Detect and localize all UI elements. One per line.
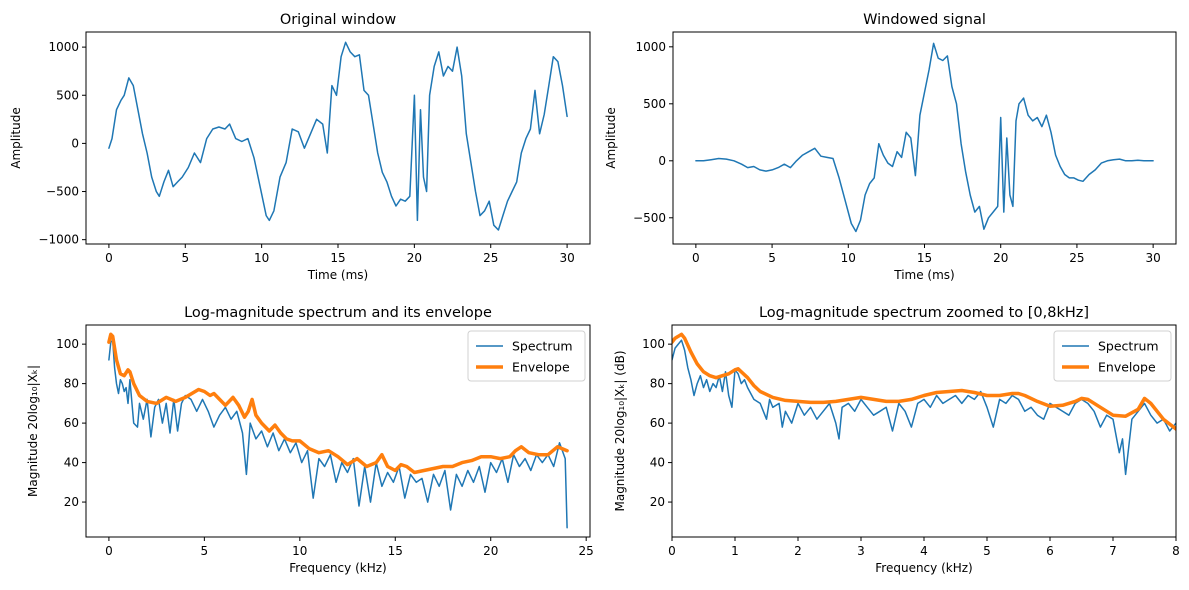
x-tick-label: 25 — [1069, 251, 1084, 265]
axes-frame — [85, 324, 591, 538]
y-tick-label: 80 — [64, 377, 79, 391]
legend-label-spectrum: Spectrum — [512, 339, 573, 354]
axes-frame — [672, 31, 1177, 245]
x-tick-label: 30 — [1145, 251, 1160, 265]
x-tick-label: 20 — [993, 251, 1008, 265]
subplot-1: 0 5 10 15 20 25 30 −1000 −500 0 500 1000 Original wi… — [9, 12, 591, 282]
legend-label-envelope: Envelope — [1098, 360, 1156, 375]
x-tick-label: 20 — [483, 544, 498, 558]
series-signal — [108, 41, 568, 231]
x-tick-label: 10 — [254, 251, 269, 265]
x-tick-label: 3 — [857, 544, 865, 558]
x-axis-label: Time (ms) — [307, 268, 369, 282]
x-tick-label: 20 — [407, 251, 422, 265]
subplot-4: 0 1 2 3 4 5 6 7 8 20 40 60 80 100 Log-magnitude spectr… — [613, 305, 1180, 575]
y-tick-label: 500 — [56, 88, 79, 102]
x-tick-label: 0 — [105, 251, 113, 265]
y-axis-label: Amplitude — [604, 107, 618, 169]
y-tick-label: 60 — [64, 416, 79, 430]
y-tick-label: 1000 — [635, 40, 666, 54]
chart-title: Windowed signal — [863, 12, 986, 28]
y-tick-label: 100 — [56, 337, 79, 351]
x-tick-label: 25 — [483, 251, 498, 265]
chart-title: Log-magnitude spectrum zoomed to [0,8kHz… — [759, 305, 1089, 321]
x-tick-label: 0 — [692, 251, 700, 265]
series-envelope — [672, 332, 1176, 431]
x-tick-label: 8 — [1172, 544, 1180, 558]
subplot-3: 0 5 10 15 20 25 20 40 60 80 100 Log-magnitude spect… — [26, 305, 594, 575]
y-tick-label: 40 — [650, 456, 665, 470]
y-tick-label: 60 — [650, 416, 665, 430]
x-axis-label: Time (ms) — [893, 268, 955, 282]
x-tick-label: 0 — [668, 544, 676, 558]
y-tick-label: 40 — [64, 456, 79, 470]
y-tick-label: 500 — [643, 97, 666, 111]
legend-label-spectrum: Spectrum — [1098, 339, 1159, 354]
subplot-2: 0 5 10 15 20 25 30 −500 0 500 1000 Windowed signal T… — [604, 12, 1177, 282]
series-spectrum — [108, 339, 568, 529]
x-tick-label: 15 — [388, 544, 403, 558]
x-tick-label: 10 — [292, 544, 307, 558]
x-tick-label: 5 — [983, 544, 991, 558]
chart-title: Original window — [280, 12, 397, 28]
axes-frame — [85, 31, 591, 245]
series-envelope — [107, 332, 569, 475]
x-tick-label: 15 — [330, 251, 345, 265]
y-tick-label: −500 — [633, 211, 666, 225]
x-tick-label: 5 — [201, 544, 209, 558]
x-tick-label: 7 — [1109, 544, 1117, 558]
y-axis-label: Magnitude 20log₁₀|Xₖ| (dB) — [613, 350, 627, 511]
y-tick-label: 20 — [64, 495, 79, 509]
x-tick-label: 30 — [559, 251, 574, 265]
y-tick-label: 20 — [650, 495, 665, 509]
y-axis-label: Magnitude 20log₁₀|Xₖ| — [26, 365, 40, 497]
y-tick-label: 0 — [658, 154, 666, 168]
series-windowed — [695, 42, 1154, 233]
legend: Spectrum Envelope — [1053, 330, 1172, 382]
chart-title: Log-magnitude spectrum and its envelope — [184, 305, 492, 321]
x-tick-label: 25 — [579, 544, 594, 558]
x-tick-label: 2 — [794, 544, 802, 558]
x-axis-label: Frequency (kHz) — [289, 561, 386, 575]
legend: Spectrum Envelope — [467, 330, 586, 382]
x-tick-label: 5 — [181, 251, 189, 265]
y-tick-label: 1000 — [48, 40, 79, 54]
y-tick-label: 0 — [71, 136, 79, 150]
x-tick-label: 15 — [917, 251, 932, 265]
y-tick-label: 100 — [642, 337, 665, 351]
x-tick-label: 1 — [731, 544, 739, 558]
x-tick-label: 4 — [920, 544, 928, 558]
x-tick-label: 6 — [1046, 544, 1054, 558]
y-tick-label: −1000 — [38, 233, 79, 247]
y-tick-label: 80 — [650, 377, 665, 391]
legend-label-envelope: Envelope — [512, 360, 570, 375]
y-axis-label: Amplitude — [9, 107, 23, 169]
y-tick-label: −500 — [46, 185, 79, 199]
x-tick-label: 10 — [841, 251, 856, 265]
x-tick-label: 0 — [105, 544, 113, 558]
x-tick-label: 5 — [768, 251, 776, 265]
x-axis-label: Frequency (kHz) — [875, 561, 972, 575]
